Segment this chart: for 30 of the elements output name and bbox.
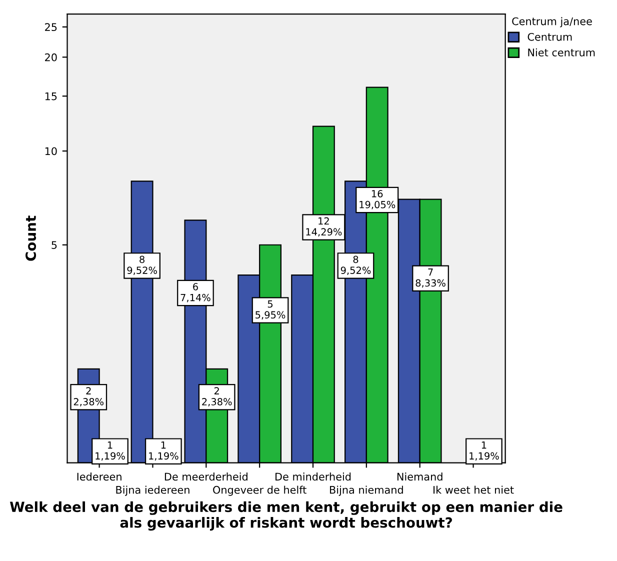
y-axis-title: Count <box>26 216 36 261</box>
legend-label: Niet centrum <box>528 48 595 56</box>
data-label: 16 19,05% <box>360 190 396 210</box>
data-label: 5 5,95% <box>256 300 286 320</box>
data-label: 12 14,29% <box>306 217 342 237</box>
x-tick-label: De meerderheid <box>164 472 248 481</box>
legend-title: Centrum ja/nee <box>512 17 592 28</box>
x-tick-label: Ik weet het niet <box>434 486 514 494</box>
legend-label: Centrum <box>528 32 572 41</box>
data-label: 2 2,38% <box>202 387 232 406</box>
data-label: 7 8,33% <box>416 268 446 288</box>
x-tick-label: Niemand <box>397 472 442 481</box>
data-label: 8 9,52% <box>340 256 371 275</box>
data-label: 1 1,19% <box>149 441 178 461</box>
x-tick-label: Ongeveer de helft <box>213 486 306 496</box>
x-tick-label: Bijna iedereen <box>116 486 190 496</box>
data-label: 1 1,19% <box>470 441 499 461</box>
y-tick-label: 25 <box>45 23 57 32</box>
x-axis-title: Welk deel van de gebruikers die men kent, gebruikt op een manier die als gevaarlijk of riskant wordt beschouwt? <box>10 501 562 531</box>
data-label: 2 2,38% <box>74 387 104 406</box>
data-label: 1 1,19% <box>96 441 125 461</box>
x-tick-label: De minderheid <box>276 472 351 481</box>
x-tick-label: Iedereen <box>77 472 122 481</box>
x-tick-label: Bijna niemand <box>330 486 403 496</box>
y-tick-label: 15 <box>45 92 57 100</box>
data-label: 8 9,52% <box>127 256 157 275</box>
data-label: 6 7,14% <box>180 283 210 302</box>
y-tick-label: 20 <box>45 53 57 62</box>
y-tick-label: 10 <box>45 147 57 156</box>
y-tick-label: 5 <box>52 241 57 249</box>
